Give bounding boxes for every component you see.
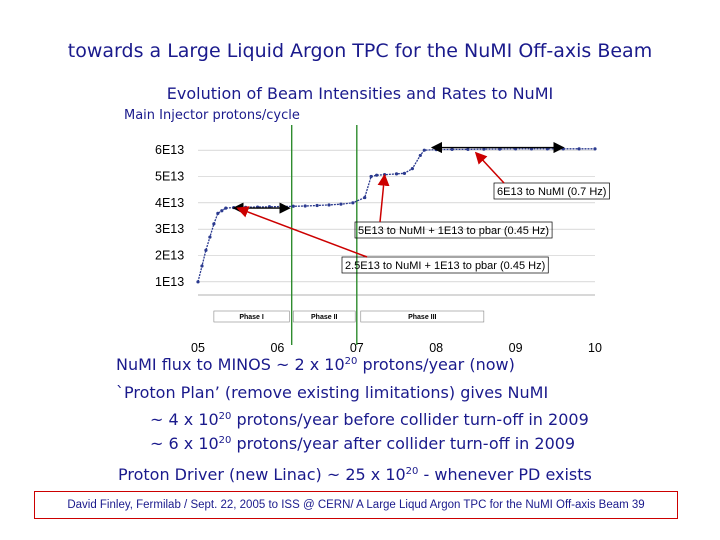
before-turnoff-exponent: 20: [218, 411, 232, 422]
before-turnoff-prefix: ~ 4 x 10: [150, 410, 219, 429]
intensity-data-point: [315, 203, 319, 208]
x-tick-label: 06: [270, 341, 284, 355]
annotation-box: [354, 221, 553, 239]
intensity-data-point: [410, 167, 414, 171]
intensity-data-point: [466, 147, 470, 151]
intensity-data-point: [375, 173, 379, 177]
x-tick-label: 10: [588, 341, 602, 355]
annotation-label: 2.5E13 to NuMI + 1E13 to pbar (0.45 Hz): [345, 260, 545, 272]
x-tick-label: 07: [350, 341, 364, 355]
numi-flux-exponent: 20: [344, 356, 358, 367]
x-tick-label: 05: [191, 341, 205, 355]
y-tick-label: 6E13: [155, 143, 184, 157]
phase-label: Phase III: [408, 314, 436, 321]
intensity-data-point: [450, 147, 454, 151]
intensity-data-point: [577, 147, 581, 151]
after-turnoff-prefix: ~ 6 x 10: [150, 434, 219, 453]
y-tick-label: 3E13: [155, 222, 184, 236]
slide-subtitle: Evolution of Beam Intensities and Rates …: [166, 84, 554, 103]
before-turnoff-line: ~ 4 x 1020 protons/year before collider …: [150, 410, 589, 429]
x-tick-label: 08: [429, 341, 443, 355]
proton-driver-suffix: - whenever PD exists: [418, 465, 592, 484]
y-tick-label: 2E13: [155, 249, 184, 263]
intensity-data-point: [200, 264, 204, 268]
intensity-data-point: [220, 209, 224, 213]
intensity-data-point: [369, 174, 373, 179]
annotation-label: 6E13 to NuMI (0.7 Hz): [497, 186, 606, 198]
after-turnoff-suffix: protons/year after collider turn-off in …: [231, 434, 576, 453]
slide-title: towards a Large Liquid Argon TPC for the…: [67, 40, 653, 62]
proton-plan-line: `Proton Plan’ (remove existing limitatio…: [116, 383, 549, 402]
intensity-data-point: [363, 195, 367, 200]
intensity-data-point: [196, 280, 200, 284]
intensity-data-point: [351, 201, 355, 205]
intensity-data-point: [208, 235, 212, 239]
annotation-label: 5E13 to NuMI + 1E13 to pbar (0.45 Hz): [358, 225, 549, 237]
intensity-data-point: [216, 211, 220, 215]
numi-flux-line: NuMI flux to MINOS ~ 2 x 1020 protons/ye…: [116, 355, 515, 374]
x-tick-label: 09: [509, 341, 523, 355]
after-turnoff-exponent: 20: [218, 435, 232, 446]
intensity-data-point: [224, 206, 228, 210]
phase-box: [213, 310, 290, 323]
proton-driver-prefix: Proton Driver (new Linac) ~ 25 x 10: [118, 465, 406, 484]
intensity-data-point: [303, 204, 307, 208]
y-tick-label: 5E13: [155, 170, 184, 184]
before-turnoff-suffix: protons/year before collider turn-off in…: [231, 410, 589, 429]
annotation-arrow: [474, 151, 505, 184]
slide-footer: David Finley, Fermilab / Sept. 22, 2005 …: [34, 491, 678, 519]
y-tick-label: 4E13: [155, 196, 184, 210]
annotation-box: [341, 256, 549, 274]
numi-flux-prefix: NuMI flux to MINOS ~ 2 x 10: [116, 355, 345, 374]
annotation-arrow: [377, 173, 390, 223]
intensity-data-point: [339, 202, 343, 206]
intensity-data-point: [394, 172, 399, 176]
phase-box: [292, 310, 356, 323]
chart-y-axis-label: Main Injector protons/cycle: [124, 108, 300, 123]
annotation-arrow: [236, 206, 368, 258]
intensity-data-point: [418, 153, 422, 158]
beam-intensity-chart: 1E13 2E13 3E13 4E13 5E13 6E13 05 06 07 08 09 10 Phas…: [155, 125, 610, 355]
proton-driver-exponent: 20: [405, 466, 419, 477]
phase-box: [360, 310, 485, 323]
intensity-data-point: [593, 147, 597, 151]
intensity-data-point: [204, 248, 208, 252]
after-turnoff-line: ~ 6 x 1020 protons/year after collider t…: [150, 434, 575, 453]
intensity-data-point: [422, 148, 426, 152]
intensity-data-point: [434, 148, 438, 152]
intensity-data-point: [212, 222, 216, 226]
intensity-data-point: [402, 171, 407, 175]
phase-label: Phase II: [311, 314, 338, 321]
phase-label: Phase I: [239, 314, 264, 321]
annotation-box: [493, 182, 610, 200]
intensity-data-point: [327, 203, 331, 207]
intensity-data-point: [291, 204, 295, 208]
y-tick-label: 1E13: [155, 275, 184, 289]
numi-flux-suffix: protons/year (now): [357, 355, 515, 374]
proton-driver-line: Proton Driver (new Linac) ~ 25 x 1020 - …: [118, 465, 592, 484]
